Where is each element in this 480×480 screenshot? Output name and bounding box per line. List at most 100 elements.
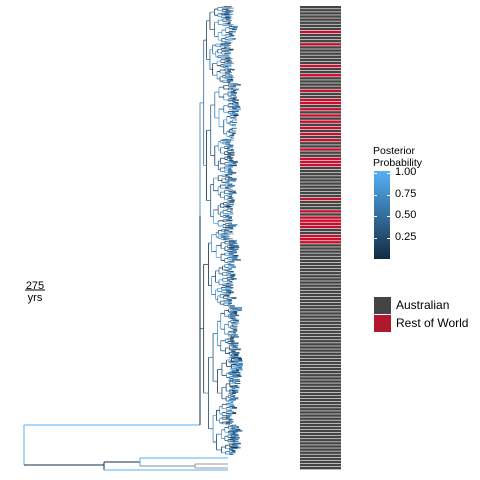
strip-cell <box>300 330 341 334</box>
strip-cell <box>300 92 341 96</box>
strip-cell <box>300 55 341 58</box>
colorbar-tickmark <box>387 216 390 217</box>
strip-cell <box>300 405 341 408</box>
strip-cell <box>300 6 341 9</box>
strip-cell <box>300 126 341 130</box>
strip-cell <box>300 386 341 389</box>
strip-cell <box>300 111 341 114</box>
strip-cell <box>300 52 341 55</box>
strip-cell <box>300 86 341 89</box>
strip-cell <box>300 265 341 269</box>
strip-cell <box>300 213 341 216</box>
strip-cell <box>300 46 341 49</box>
strip-cell <box>300 203 341 207</box>
strip-cell <box>300 420 341 423</box>
strip-cell <box>300 435 341 439</box>
strip-cell <box>300 358 341 362</box>
strip-cell <box>300 173 341 176</box>
legend-label-rest-of-world: Rest of World <box>396 316 469 330</box>
strip-cell <box>300 439 341 442</box>
strip-cell <box>300 228 341 232</box>
strip-cell <box>300 454 341 457</box>
strip-cell <box>300 349 341 352</box>
colorbar-tick-label: 0.25 <box>395 231 417 243</box>
phylogenetic-tree <box>23 5 243 471</box>
strip-cell <box>300 423 341 427</box>
strip-cell <box>300 166 341 170</box>
strip-cell <box>300 463 341 467</box>
strip-cell <box>300 414 341 417</box>
strip-cell <box>300 200 341 204</box>
strip-cell <box>300 225 341 229</box>
strip-cell <box>300 383 341 386</box>
strip-cell <box>300 429 341 433</box>
strip-cell <box>300 395 341 399</box>
strip-cell <box>300 176 341 179</box>
strip-cell <box>300 408 341 411</box>
strip-cell <box>300 272 341 275</box>
strip-cell <box>300 27 341 31</box>
colorbar-tickmark <box>374 216 377 217</box>
strip-cell <box>300 222 341 225</box>
strip-cell <box>300 40 341 43</box>
strip-cell <box>300 448 341 451</box>
strip-cell <box>300 95 341 99</box>
strip-cell <box>300 114 341 117</box>
strip-cell <box>300 247 341 250</box>
strip-cell <box>300 83 341 86</box>
strip-cell <box>300 33 341 37</box>
strip-cell <box>300 74 341 77</box>
strip-cell <box>300 371 341 374</box>
strip-cell <box>300 9 341 12</box>
strip-cell <box>300 129 341 133</box>
strip-cell <box>300 117 341 120</box>
strip-cell <box>300 15 341 18</box>
strip-cell <box>300 259 341 263</box>
strip-cell <box>300 367 341 371</box>
strip-cell <box>300 231 341 235</box>
strip-cell <box>300 417 341 420</box>
strip-cell <box>300 120 341 123</box>
strip-cell <box>300 219 341 222</box>
strip-cell <box>300 160 341 164</box>
strip-cell <box>300 185 341 188</box>
posterior-legend-title: Posterior Probability <box>373 145 453 169</box>
strip-cell <box>300 104 341 108</box>
strip-cell <box>300 290 341 294</box>
strip-cell <box>300 346 341 349</box>
strip-cell <box>300 154 341 157</box>
strip-cell <box>300 132 341 136</box>
colorbar-tick-label: 1.00 <box>395 166 417 178</box>
strip-cell <box>300 315 341 318</box>
strip-cell <box>300 302 341 306</box>
strip-cell <box>300 380 341 383</box>
strip-cell <box>300 377 341 380</box>
strip-cell <box>300 77 341 80</box>
strip-cell <box>300 442 341 445</box>
strip-cell <box>300 284 341 287</box>
strip-cell <box>300 312 341 315</box>
scale-bar-unit: yrs <box>27 292 43 304</box>
strip-cell <box>300 142 341 145</box>
strip-cell <box>300 18 341 21</box>
strip-cell <box>300 299 341 303</box>
strip-cell <box>300 256 341 260</box>
posterior-legend-title-line2: Probability <box>373 157 423 169</box>
strip-cell <box>300 340 341 343</box>
strip-cell <box>300 244 341 247</box>
strip-cell <box>300 318 341 321</box>
strip-cell <box>300 148 341 151</box>
strip-cell <box>300 457 341 461</box>
strip-cell <box>300 207 341 210</box>
colorbar-tickmark <box>374 173 377 174</box>
strip-cell <box>300 361 341 365</box>
strip-cell <box>300 398 341 402</box>
strip-cell <box>300 306 341 309</box>
strip-cell <box>300 392 341 396</box>
strip-cell <box>300 309 341 312</box>
strip-cell <box>300 250 341 253</box>
strip-cell <box>300 327 341 331</box>
colorbar-tickmark <box>387 195 390 196</box>
strip-cell <box>300 389 341 393</box>
